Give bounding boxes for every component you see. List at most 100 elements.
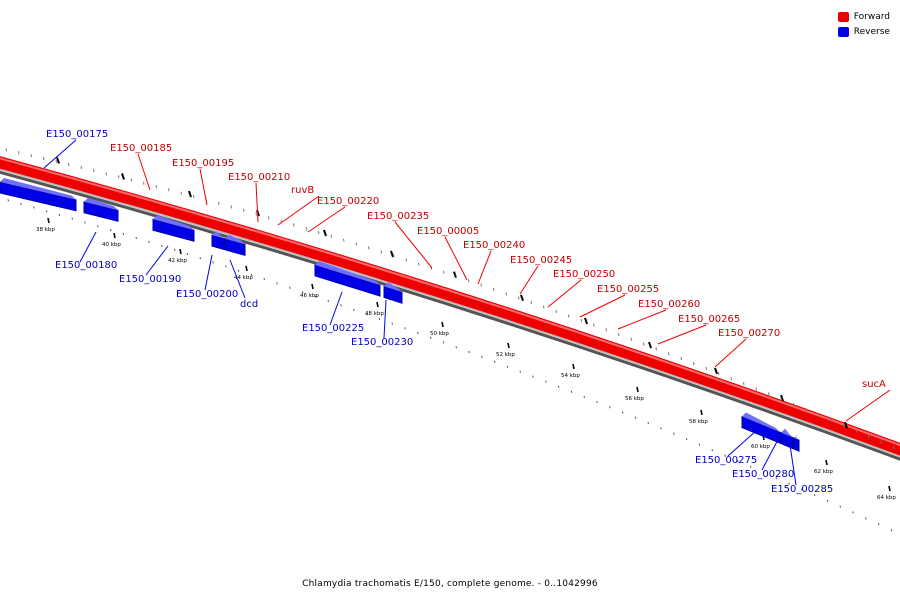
- minor-tick: [580, 318, 582, 323]
- reverse-gene-top: [84, 197, 118, 211]
- forward-gene-label[interactable]: E150_00265: [678, 314, 740, 325]
- scale-minor-tick: [122, 232, 125, 236]
- reverse-gene[interactable]: [83, 201, 119, 222]
- forward-gene-label[interactable]: E150_00250: [553, 269, 615, 280]
- reverse-leader-line: [727, 429, 758, 457]
- reverse-leader-line: [79, 231, 97, 263]
- forward-gene-label[interactable]: E150_00195: [172, 158, 234, 169]
- scale-minor-tick: [404, 327, 406, 330]
- reverse-gene-label[interactable]: E150_00200: [176, 289, 238, 300]
- forward-leader-line: [845, 389, 891, 422]
- scale-minor-tick: [135, 236, 137, 240]
- minor-tick: [743, 382, 745, 386]
- scale-tick-label: 48 kbp: [365, 311, 384, 317]
- scale-minor-tick: [711, 448, 713, 452]
- forward-gene-label[interactable]: E150_00260: [638, 299, 700, 310]
- minor-tick: [368, 246, 370, 250]
- scale-minor-tick: [327, 299, 329, 303]
- forward-gene-label[interactable]: E150_00220: [317, 196, 379, 207]
- minor-tick: [543, 305, 545, 309]
- forward-gene-label[interactable]: sucA: [862, 379, 886, 390]
- reverse-gene-label[interactable]: E150_00225: [302, 323, 364, 334]
- minor-tick: [80, 165, 82, 170]
- minor-tick: [105, 172, 107, 176]
- reverse-gene-label[interactable]: E150_00285: [771, 484, 833, 495]
- scale-minor-tick: [353, 308, 355, 312]
- reverse-gene[interactable]: [793, 437, 800, 452]
- scale-tick-label: 54 kbp: [561, 373, 580, 379]
- scale-minor-tick: [877, 523, 880, 526]
- major-tick: [520, 294, 524, 302]
- minor-tick: [868, 434, 870, 439]
- forward-strand: [0, 156, 900, 456]
- reverse-gene-label[interactable]: E150_00230: [351, 337, 413, 348]
- minor-tick: [405, 258, 407, 262]
- forward-leader-line: [307, 206, 346, 233]
- major-tick: [390, 250, 394, 258]
- scale-tick-label: 58 kbp: [689, 419, 708, 425]
- reverse-gene-top: [212, 231, 224, 239]
- scale-minor-tick: [660, 427, 662, 430]
- forward-leader-line: [394, 221, 433, 269]
- major-tick: [714, 367, 718, 375]
- scale-minor-tick: [749, 465, 752, 468]
- minor-tick: [30, 153, 32, 158]
- reverse-gene-label[interactable]: dcd: [240, 299, 258, 310]
- forward-gene-label[interactable]: E150_00185: [110, 143, 172, 154]
- minor-tick: [393, 254, 395, 258]
- scale-minor-tick: [788, 482, 790, 485]
- reverse-gene-label[interactable]: E150_00180: [55, 260, 117, 271]
- reverse-gene[interactable]: [224, 238, 246, 257]
- reverse-leader-line: [43, 139, 77, 169]
- reverse-leader-line: [204, 254, 213, 291]
- forward-leader-line: [617, 309, 667, 330]
- forward-gene-label[interactable]: E150_00210: [228, 172, 290, 183]
- scale-tick-label: 64 kbp: [877, 495, 896, 501]
- minor-tick: [818, 413, 820, 417]
- scale-minor-tick: [583, 395, 585, 399]
- minor-tick: [180, 191, 182, 195]
- minor-tick: [305, 227, 307, 231]
- genome-caption: Chlamydia trachomatis E/150, complete ge…: [302, 579, 598, 589]
- reverse-leader-line: [761, 433, 782, 471]
- scale-tick-label: 42 kbp: [168, 258, 187, 264]
- reverse-gene-label[interactable]: E150_00280: [732, 469, 794, 480]
- forward-gene-label[interactable]: E150_00235: [367, 211, 429, 222]
- scale-minor-tick: [391, 322, 393, 325]
- scale-minor-tick: [647, 421, 649, 425]
- scale-minor-tick: [429, 336, 432, 339]
- scale-minor-tick: [237, 269, 240, 272]
- scale-minor-tick: [481, 355, 483, 359]
- minor-tick: [768, 392, 770, 396]
- scale-minor-tick: [276, 282, 278, 285]
- scale-minor-tick: [545, 380, 547, 383]
- scale-major-tick: [572, 363, 575, 370]
- scale-major-tick: [113, 232, 116, 239]
- scale-minor-tick: [173, 248, 176, 252]
- forward-gene-label[interactable]: E150_00255: [597, 284, 659, 295]
- forward-gene-label[interactable]: ruvB: [291, 185, 314, 196]
- reverse-gene-label[interactable]: E150_00175: [46, 129, 108, 140]
- forward-gene-label[interactable]: E150_00270: [718, 328, 780, 339]
- forward-gene-label[interactable]: E150_00005: [417, 226, 479, 237]
- backbone-gray: [0, 168, 900, 458]
- scale-tick-label: 56 kbp: [625, 396, 644, 402]
- scale-tick-label: 40 kbp: [102, 242, 121, 248]
- minor-tick: [380, 250, 382, 254]
- scale-minor-tick: [685, 438, 688, 441]
- forward-leader-line: [657, 324, 707, 345]
- scale-minor-tick: [71, 217, 73, 220]
- reverse-gene-label[interactable]: E150_00275: [695, 455, 757, 466]
- forward-gene-label[interactable]: E150_00245: [510, 255, 572, 266]
- forward-gene-label[interactable]: E150_00240: [463, 240, 525, 251]
- reverse-gene-label[interactable]: E150_00190: [119, 274, 181, 285]
- reverse-gene-top: [315, 260, 380, 286]
- scale-tick-label: 44 kbp: [234, 275, 253, 281]
- scale-tick-label: 38 kbp: [36, 227, 55, 233]
- forward-strand-highlight: [0, 157, 900, 447]
- minor-tick: [455, 274, 457, 279]
- scale-minor-tick: [301, 290, 304, 294]
- minor-tick: [693, 361, 695, 366]
- scale-minor-tick: [468, 350, 470, 354]
